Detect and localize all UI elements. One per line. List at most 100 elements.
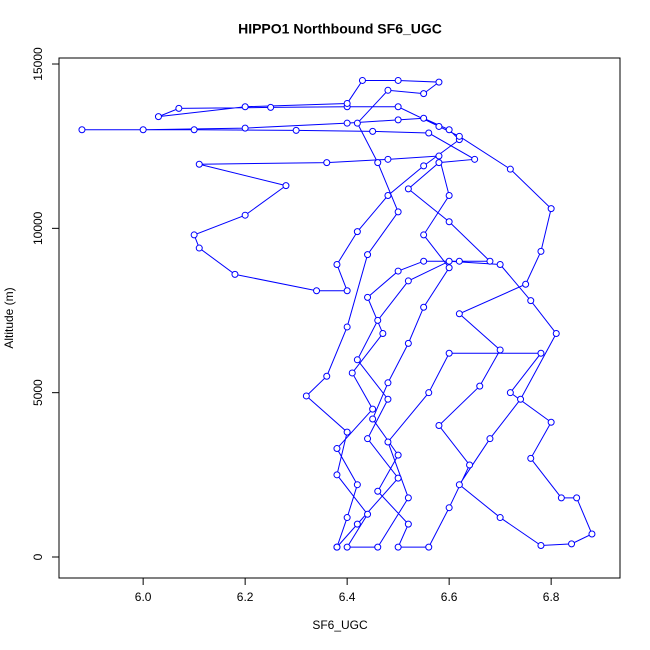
data-point: [384, 395, 392, 403]
data-point: [313, 287, 321, 295]
data-point: [455, 257, 463, 265]
data-point: [425, 129, 433, 137]
data-point: [517, 395, 525, 403]
data-point: [374, 543, 382, 551]
data-point: [435, 122, 443, 130]
data-point: [343, 323, 351, 331]
data-point: [374, 487, 382, 495]
data-point: [557, 494, 565, 502]
data-point: [420, 90, 428, 98]
data-point: [394, 76, 402, 84]
data-point: [241, 103, 249, 111]
data-point: [588, 530, 596, 538]
data-point: [384, 438, 392, 446]
data-point: [139, 126, 147, 134]
data-point: [496, 514, 504, 522]
data-point: [445, 257, 453, 265]
data-point: [476, 382, 484, 390]
data-point: [323, 159, 331, 167]
data-point: [537, 349, 545, 357]
x-tick-label: 6.6: [441, 590, 458, 604]
data-point: [394, 208, 402, 216]
data-point: [404, 494, 412, 502]
data-point: [522, 280, 530, 288]
data-point: [333, 260, 341, 268]
data-point: [394, 103, 402, 111]
data-point: [394, 474, 402, 482]
x-tick-label: 6.2: [237, 590, 254, 604]
data-point: [420, 162, 428, 170]
data-point: [369, 405, 377, 413]
data-point: [404, 339, 412, 347]
data-point: [78, 126, 86, 134]
data-point: [420, 231, 428, 239]
data-point: [394, 267, 402, 275]
data-point: [425, 389, 433, 397]
data-point: [420, 114, 428, 122]
data-point: [231, 270, 239, 278]
data-point: [241, 211, 249, 219]
x-tick-label: 6.8: [543, 590, 560, 604]
data-point: [486, 435, 494, 443]
data-point: [241, 124, 249, 132]
x-axis-label: SF6_UGC: [312, 618, 368, 632]
x-tick-label: 6.4: [339, 590, 356, 604]
data-point: [425, 543, 433, 551]
data-point: [353, 520, 361, 528]
data-point: [195, 160, 203, 168]
data-point: [466, 461, 474, 469]
data-point: [195, 244, 203, 252]
data-point: [348, 369, 356, 377]
data-point: [573, 494, 581, 502]
y-axis-label: Altitude (m): [2, 287, 16, 348]
data-point: [154, 113, 162, 121]
data-point: [333, 471, 341, 479]
data-point: [379, 330, 387, 338]
data-point: [506, 389, 514, 397]
data-point: [333, 543, 341, 551]
data-point: [190, 231, 198, 239]
data-point: [384, 155, 392, 163]
data-point: [384, 86, 392, 94]
data-point: [435, 422, 443, 430]
data-point: [384, 191, 392, 199]
data-point: [343, 428, 351, 436]
data-point: [175, 104, 183, 112]
data-point: [384, 379, 392, 387]
data-point: [358, 76, 366, 84]
data-point: [537, 541, 545, 549]
data-point: [455, 481, 463, 489]
data-point: [343, 119, 351, 127]
data-point: [364, 251, 372, 259]
data-point: [445, 349, 453, 357]
data-point: [471, 155, 479, 163]
y-tick-label: 10000: [31, 211, 45, 245]
data-point: [435, 152, 443, 160]
data-point: [404, 520, 412, 528]
data-point: [420, 257, 428, 265]
data-point: [343, 287, 351, 295]
y-tick-label: 5000: [31, 379, 45, 406]
data-point: [353, 119, 361, 127]
data-point: [445, 504, 453, 512]
data-point: [420, 303, 428, 311]
data-point: [394, 116, 402, 124]
data-point: [394, 543, 402, 551]
data-point: [323, 372, 331, 380]
data-point: [302, 392, 310, 400]
data-point: [506, 165, 514, 173]
data-point: [496, 260, 504, 268]
data-point: [496, 346, 504, 354]
data-point: [343, 543, 351, 551]
data-point: [364, 510, 372, 518]
chart-title: HIPPO1 Northbound SF6_UGC: [238, 21, 442, 37]
data-point: [333, 445, 341, 453]
x-tick-label: 6.0: [135, 590, 152, 604]
data-point: [374, 159, 382, 167]
data-point: [343, 514, 351, 522]
y-tick-label: 15000: [31, 47, 45, 81]
data-point: [364, 293, 372, 301]
data-point: [190, 126, 198, 134]
